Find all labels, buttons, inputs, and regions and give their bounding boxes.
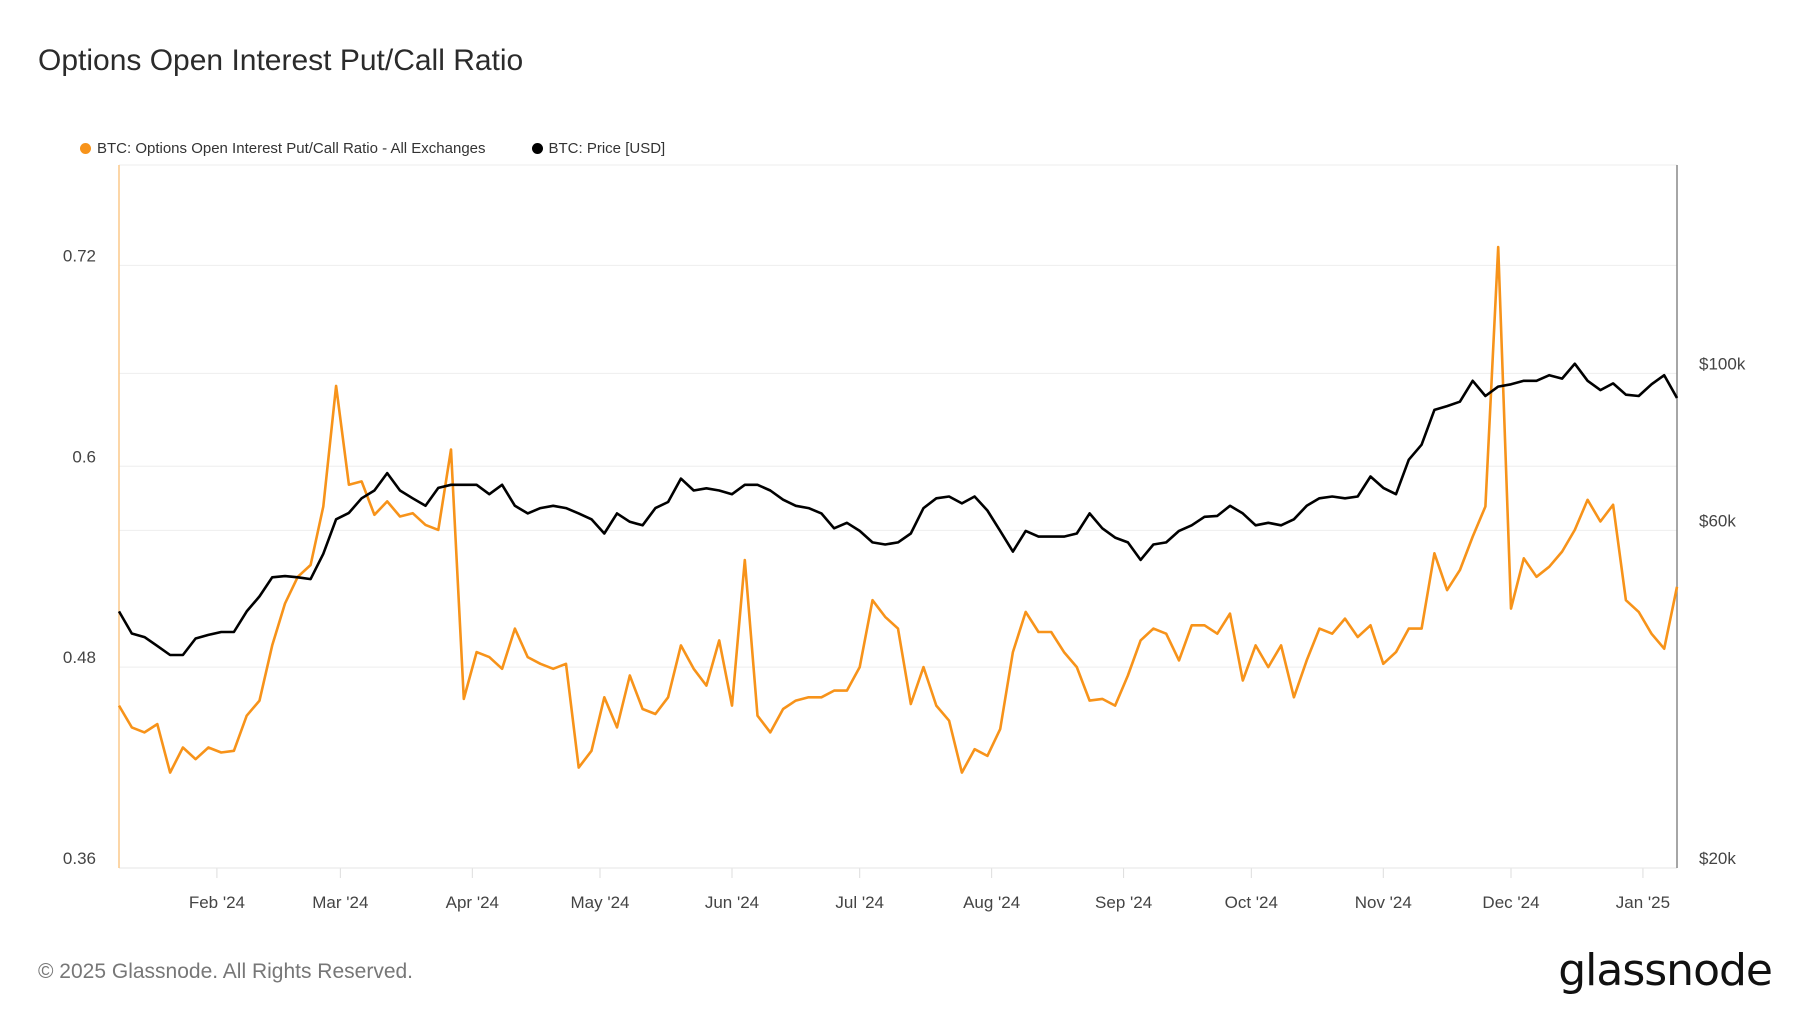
x-tick-label: Aug '24 bbox=[963, 893, 1020, 912]
x-tick-label: Jan '25 bbox=[1616, 893, 1670, 912]
y-right-tick-label: $100k bbox=[1699, 354, 1746, 373]
y-left-tick-label: 0.48 bbox=[63, 648, 96, 667]
btc-price-line bbox=[117, 362, 1679, 657]
x-tick-label: Apr '24 bbox=[446, 893, 499, 912]
y-right-tick-label: $60k bbox=[1699, 511, 1736, 530]
legend-dot-black-icon bbox=[531, 143, 543, 154]
series-lines bbox=[117, 245, 1679, 774]
gridlines bbox=[119, 264, 1677, 869]
x-tick-label: Jun '24 bbox=[705, 893, 759, 912]
legend-item-price[interactable]: BTC: Price [USD] bbox=[531, 140, 666, 157]
legend: BTC: Options Open Interest Put/Call Rati… bbox=[80, 140, 665, 157]
legend-label: BTC: Options Open Interest Put/Call Rati… bbox=[97, 140, 486, 157]
legend-label: BTC: Price [USD] bbox=[548, 140, 666, 157]
x-tick-label: Feb '24 bbox=[189, 893, 245, 912]
y-left-tick-label: 0.36 bbox=[63, 849, 96, 868]
x-tick-label: Oct '24 bbox=[1225, 893, 1278, 912]
axes bbox=[118, 164, 1678, 878]
y-left-tick-label: 0.72 bbox=[63, 246, 96, 265]
x-tick-label: May '24 bbox=[571, 893, 630, 912]
copyright-text: © 2025 Glassnode. All Rights Reserved. bbox=[38, 960, 414, 983]
tick-labels: 0.36 0.48 0.6 0.72 $20k $60k $100k Feb '24 Mar '… bbox=[63, 246, 1746, 912]
glassnode-logo: glassnode bbox=[1558, 945, 1773, 996]
x-tick-label: Nov '24 bbox=[1355, 893, 1412, 912]
y-right-tick-label: $20k bbox=[1699, 849, 1736, 868]
legend-item-put-call-ratio[interactable]: BTC: Options Open Interest Put/Call Rati… bbox=[80, 140, 486, 157]
put-call-ratio-line bbox=[117, 245, 1679, 774]
x-tick-label: Sep '24 bbox=[1095, 893, 1152, 912]
y-left-tick-label: 0.6 bbox=[72, 447, 96, 466]
x-tick-label: Mar '24 bbox=[312, 893, 368, 912]
legend-dot-orange-icon bbox=[80, 143, 91, 154]
chart-title: Options Open Interest Put/Call Ratio bbox=[38, 44, 524, 77]
x-tick-label: Jul '24 bbox=[835, 893, 884, 912]
x-tick-label: Dec '24 bbox=[1482, 893, 1539, 912]
